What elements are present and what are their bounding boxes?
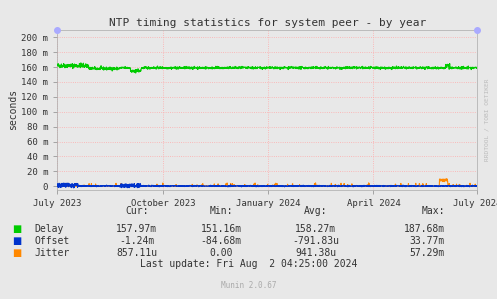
Text: 0.00: 0.00 <box>209 248 233 258</box>
Text: 857.11u: 857.11u <box>116 248 157 258</box>
Text: Offset: Offset <box>35 236 70 246</box>
Text: 941.38u: 941.38u <box>295 248 336 258</box>
Text: ■: ■ <box>12 236 22 246</box>
Text: -84.68m: -84.68m <box>201 236 242 246</box>
Text: 158.27m: 158.27m <box>295 224 336 234</box>
Text: ■: ■ <box>12 224 22 234</box>
Text: Min:: Min: <box>209 206 233 216</box>
Text: Last update: Fri Aug  2 04:25:00 2024: Last update: Fri Aug 2 04:25:00 2024 <box>140 259 357 269</box>
Text: -1.24m: -1.24m <box>119 236 154 246</box>
Text: RRDTOOL / TOBI OETIKER: RRDTOOL / TOBI OETIKER <box>485 78 490 161</box>
Text: 151.16m: 151.16m <box>201 224 242 234</box>
Text: -791.83u: -791.83u <box>292 236 339 246</box>
Text: 157.97m: 157.97m <box>116 224 157 234</box>
Text: 187.68m: 187.68m <box>404 224 445 234</box>
Text: Jitter: Jitter <box>35 248 70 258</box>
Text: 33.77m: 33.77m <box>410 236 445 246</box>
Text: Cur:: Cur: <box>125 206 149 216</box>
Title: NTP timing statistics for system peer - by year: NTP timing statistics for system peer - … <box>108 18 426 28</box>
Y-axis label: seconds: seconds <box>8 89 18 130</box>
Text: Avg:: Avg: <box>304 206 328 216</box>
Text: ■: ■ <box>12 248 22 258</box>
Text: Delay: Delay <box>35 224 64 234</box>
Text: Munin 2.0.67: Munin 2.0.67 <box>221 281 276 290</box>
Text: Max:: Max: <box>421 206 445 216</box>
Text: 57.29m: 57.29m <box>410 248 445 258</box>
